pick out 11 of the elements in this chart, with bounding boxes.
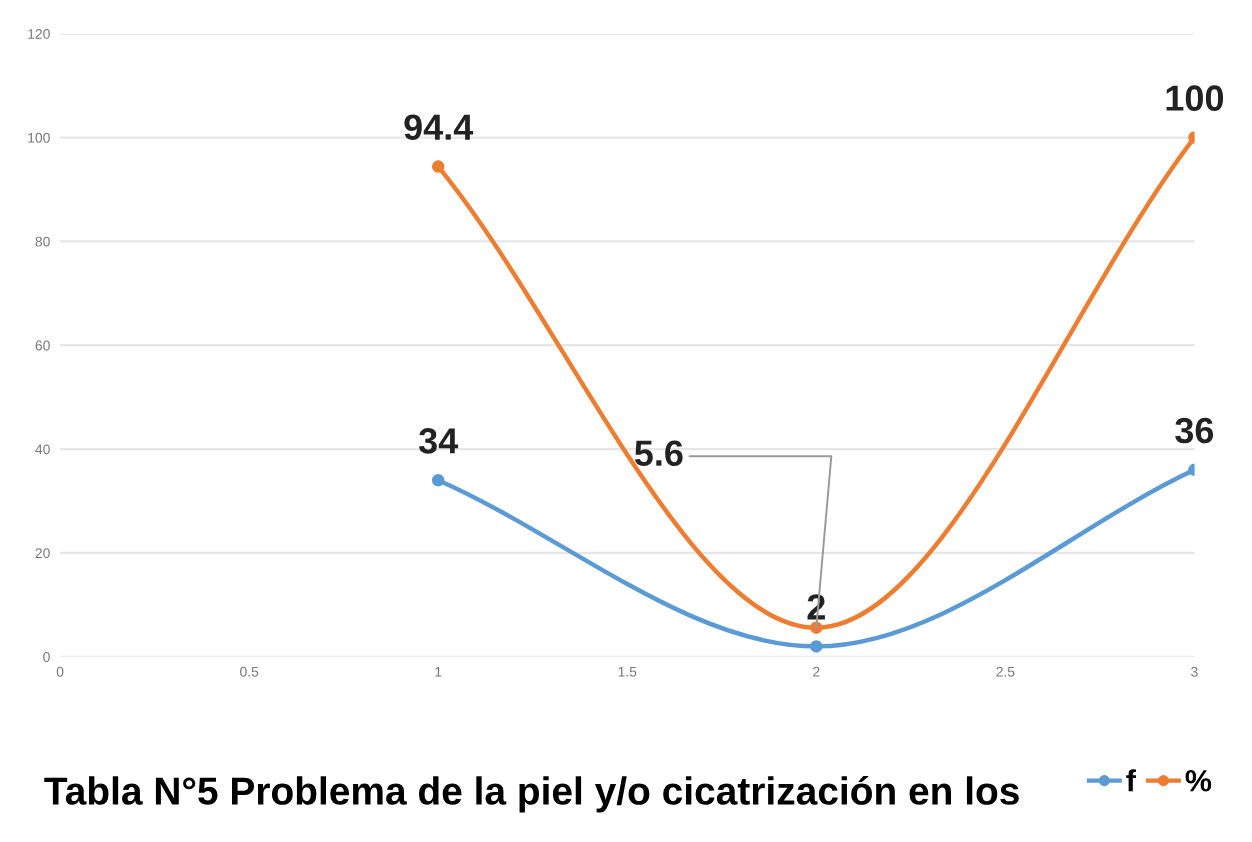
- point: [810, 640, 823, 653]
- data-label: 94.4: [404, 114, 474, 141]
- point: [431, 160, 445, 173]
- data-label: 36: [1175, 417, 1214, 444]
- data-label: 100: [1166, 85, 1224, 111]
- annotation: 5.6: [634, 440, 683, 467]
- legend-label: %: [1185, 770, 1212, 792]
- point: [431, 473, 445, 487]
- data-label: 34: [418, 428, 459, 454]
- text: Tabla N°5 Problema de la piel y/o cicatrización en los: [44, 775, 1019, 813]
- legend-label: f: [1126, 769, 1136, 792]
